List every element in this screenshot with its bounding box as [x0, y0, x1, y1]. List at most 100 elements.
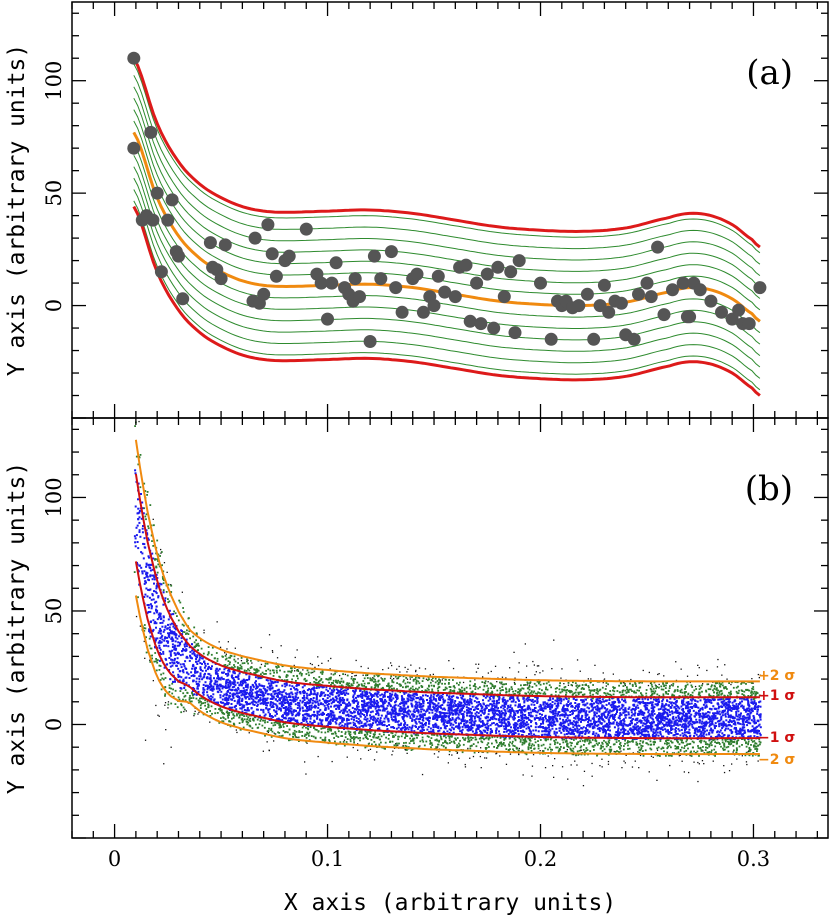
scatter-dot [602, 725, 605, 728]
scatter-dot [492, 685, 495, 688]
scatter-dot [217, 675, 219, 677]
scatter-dot [493, 687, 495, 689]
scatter-dot [746, 763, 748, 766]
scatter-dot [238, 716, 240, 719]
scatter-dot [267, 668, 270, 671]
scatter-dot [710, 749, 713, 752]
scatter-dot [570, 749, 573, 752]
scatter-dot [285, 674, 288, 676]
scatter-dot [514, 692, 516, 695]
scatter-dot [620, 724, 623, 727]
scatter-dot [391, 732, 394, 735]
scatter-dot [483, 703, 486, 706]
scatter-dot [713, 691, 716, 694]
scatter-dot [445, 687, 448, 690]
scatter-dot [635, 741, 638, 744]
scatter-dot [342, 718, 345, 721]
scatter-dot [291, 699, 294, 702]
scatter-dot [332, 690, 335, 693]
scatter-dot [577, 719, 580, 722]
scatter-dot [562, 729, 565, 732]
scatter-dot [500, 706, 502, 709]
scatter-dot [180, 703, 182, 706]
scatter-dot [474, 712, 477, 715]
scatter-dot [386, 704, 389, 707]
scatter-dot [245, 685, 247, 688]
scatter-dot [564, 689, 566, 692]
scatter-dot [150, 524, 153, 527]
scatter-dot [313, 670, 316, 673]
scatter-dot [162, 570, 165, 573]
scatter-dot [679, 749, 682, 751]
scatter-dot [608, 741, 610, 744]
scatter-dot [355, 659, 357, 662]
scatter-dot [369, 748, 372, 750]
scatter-dot [619, 747, 621, 750]
scatter-dot [155, 566, 157, 569]
scatter-dot [462, 743, 465, 746]
scatter-dot [298, 702, 301, 705]
scatter-dot [670, 702, 673, 705]
scatter-dot [247, 662, 249, 665]
scatter-dot [531, 693, 534, 696]
scatter-dot [658, 686, 660, 689]
scatter-dot [471, 715, 474, 718]
scatter-dot [702, 683, 704, 685]
scatter-dot [327, 728, 329, 731]
scatter-dot [352, 746, 354, 749]
scatter-dot [358, 726, 361, 729]
scatter-dot [274, 703, 277, 706]
scatter-dot [214, 712, 217, 715]
scatter-dot [458, 717, 461, 720]
scatter-dot [452, 727, 455, 730]
scatter-dot [701, 684, 703, 687]
scatter-dot [291, 678, 293, 681]
scatter-dot [207, 646, 210, 648]
scatter-dot [316, 685, 318, 688]
scatter-dot [222, 695, 225, 698]
scatter-dot [670, 684, 673, 686]
scatter-dot [232, 717, 235, 719]
scatter-dot [342, 673, 344, 675]
scatter-dot [151, 654, 153, 657]
scatter-dot [355, 720, 358, 723]
scatter-dot [309, 688, 312, 691]
scatter-dot [594, 724, 597, 727]
scatter-dot [361, 713, 364, 715]
scatter-dot [599, 747, 602, 750]
scatter-dot [146, 491, 149, 493]
scatter-dot [685, 744, 688, 747]
scatter-dot [720, 718, 723, 721]
scatter-dot [411, 739, 414, 742]
scatter-dot [418, 686, 421, 689]
scatter-dot [654, 724, 657, 727]
scatter-dot [447, 719, 450, 722]
scatter-dot [583, 693, 586, 696]
scatter-dot [673, 706, 676, 709]
scatter-dot [616, 711, 618, 713]
scatter-dot [247, 716, 250, 719]
scatter-dot [716, 720, 719, 723]
scatter-dot [670, 755, 673, 757]
scatter-dot [237, 712, 240, 715]
scatter-dot [171, 664, 174, 667]
scatter-dot [577, 691, 580, 694]
scatter-dot [265, 669, 267, 672]
scatter-dot [610, 749, 612, 752]
scatter-dot [637, 751, 639, 753]
scatter-dot [508, 688, 511, 691]
scatter-dot [172, 695, 175, 698]
scatter-dot [684, 694, 687, 697]
scatter-dot [713, 724, 716, 727]
scatter-dot [324, 738, 326, 741]
scatter-dot [351, 684, 354, 687]
scatter-dot [173, 610, 175, 613]
scatter-dot [735, 742, 738, 745]
scatter-dot [271, 650, 274, 652]
scatter-dot [281, 734, 284, 737]
scatter-dot [631, 766, 634, 768]
scatter-dot [339, 682, 341, 685]
scatter-dot [469, 747, 472, 750]
scatter-dot [228, 663, 231, 666]
scatter-dot [544, 747, 547, 750]
